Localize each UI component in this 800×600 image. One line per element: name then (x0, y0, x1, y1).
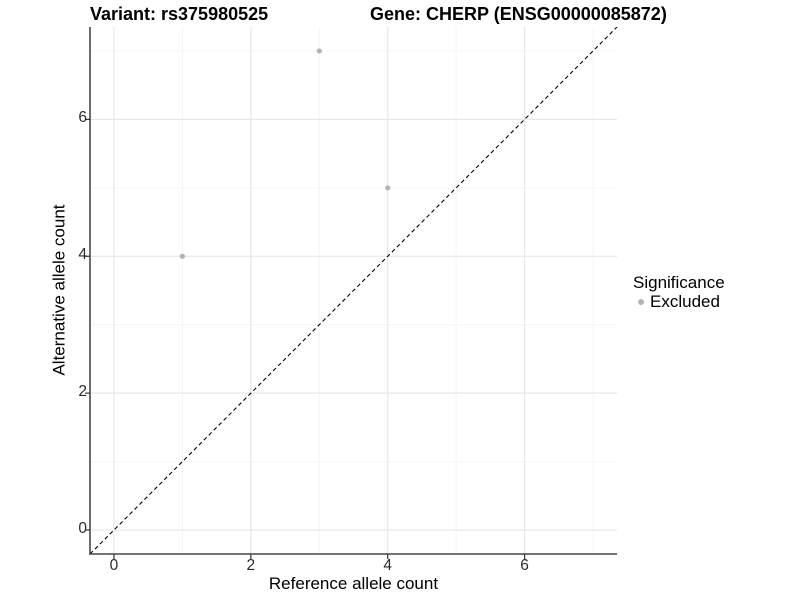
data-point (179, 253, 185, 259)
legend-point-icon (638, 298, 644, 305)
legend-item-excluded: Excluded (633, 292, 725, 311)
plot-title-gene: Gene: CHERP (ENSG00000085872) (370, 4, 667, 24)
legend-title: Significance (633, 273, 725, 292)
y-axis-title: Alternative allele count (49, 204, 69, 376)
legend: Significance Excluded (633, 273, 725, 311)
plot-panel (85, 27, 618, 559)
data-point (385, 185, 391, 191)
data-point (316, 48, 322, 54)
plot-title-variant: Variant: rs375980525 (90, 4, 269, 24)
identity-line (89, 27, 618, 555)
x-axis-title: Reference allele count (268, 574, 439, 593)
legend-item-label: Excluded (650, 291, 720, 311)
